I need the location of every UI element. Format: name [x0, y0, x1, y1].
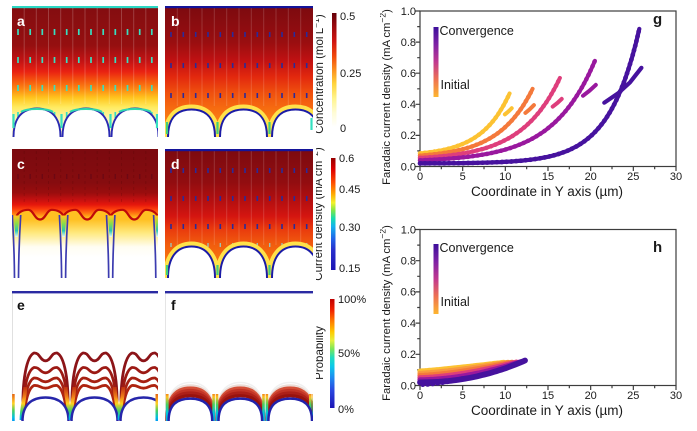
svg-text:Current density (mA cm−2): Current density (mA cm−2): [316, 147, 325, 281]
svg-text:0.8: 0.8: [401, 256, 416, 268]
svg-text:Initial: Initial: [441, 295, 470, 309]
svg-text:0.5: 0.5: [340, 11, 355, 23]
svg-text:0.0: 0.0: [401, 161, 416, 173]
svg-text:0.2: 0.2: [401, 349, 416, 361]
svg-text:20: 20: [585, 171, 597, 183]
svg-text:0: 0: [417, 171, 423, 183]
svg-text:0.2: 0.2: [401, 130, 416, 142]
svg-text:h: h: [653, 239, 662, 256]
svg-text:25: 25: [627, 171, 639, 183]
svg-text:100%: 100%: [338, 294, 366, 306]
svg-text:1.0: 1.0: [401, 224, 416, 236]
svg-text:Convergence: Convergence: [440, 24, 514, 38]
svg-text:15: 15: [542, 390, 554, 402]
svg-text:0.6: 0.6: [401, 68, 416, 80]
svg-text:Coordinate in Y axis (µm): Coordinate in Y axis (µm): [471, 184, 623, 199]
svg-text:30: 30: [670, 390, 682, 402]
svg-text:50%: 50%: [338, 348, 360, 360]
svg-text:20: 20: [585, 390, 597, 402]
svg-text:0.25: 0.25: [340, 68, 361, 80]
svg-text:10: 10: [499, 171, 511, 183]
svg-text:Coordinate in Y axis (µm): Coordinate in Y axis (µm): [471, 403, 623, 418]
svg-text:Initial: Initial: [441, 78, 470, 92]
svg-text:0.6: 0.6: [401, 287, 416, 299]
svg-text:25: 25: [627, 390, 639, 402]
svg-text:15: 15: [542, 171, 554, 183]
svg-text:0: 0: [417, 390, 423, 402]
svg-text:0.4: 0.4: [401, 99, 416, 111]
svg-text:0.45: 0.45: [339, 184, 360, 196]
svg-text:5: 5: [460, 171, 466, 183]
svg-text:Probability: Probability: [316, 326, 326, 380]
svg-text:0.8: 0.8: [401, 37, 416, 49]
svg-text:Faradaic current density (mA c: Faradaic current density (mA cm−2): [380, 9, 393, 185]
svg-text:5: 5: [460, 390, 466, 402]
svg-text:0%: 0%: [338, 404, 354, 416]
svg-text:0.4: 0.4: [401, 318, 416, 330]
svg-text:0.6: 0.6: [339, 153, 354, 165]
svg-text:10: 10: [499, 390, 511, 402]
svg-text:0: 0: [340, 123, 346, 135]
svg-text:0.30: 0.30: [339, 222, 360, 234]
svg-text:30: 30: [670, 171, 682, 183]
svg-text:Concentration (mol L−1): Concentration (mol L−1): [316, 14, 326, 134]
svg-text:Convergence: Convergence: [440, 241, 514, 255]
svg-text:Faradaic current density (mA c: Faradaic current density (mA cm−2): [380, 225, 393, 401]
svg-text:0.15: 0.15: [339, 263, 360, 275]
svg-text:1.0: 1.0: [401, 6, 416, 18]
svg-text:g: g: [653, 11, 662, 28]
svg-text:0.0: 0.0: [401, 380, 416, 392]
